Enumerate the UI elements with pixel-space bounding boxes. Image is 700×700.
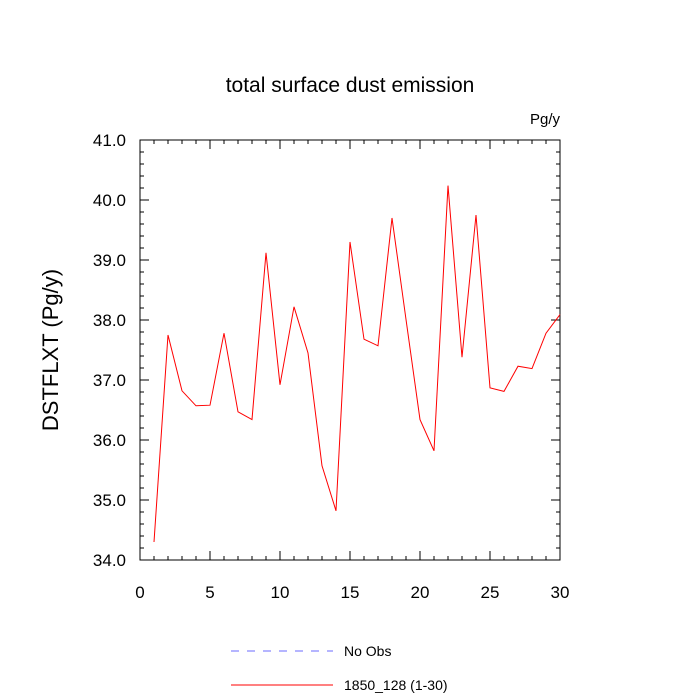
y-tick-label: 37.0 bbox=[93, 371, 126, 390]
y-axis-label: DSTFLXT (Pg/y) bbox=[38, 269, 63, 431]
legend: No Obs 1850_128 (1-30) bbox=[231, 643, 448, 693]
x-tick-label: 20 bbox=[411, 583, 430, 602]
y-tick-label: 38.0 bbox=[93, 311, 126, 330]
series-layer bbox=[153, 185, 561, 543]
y-tick-label: 36.0 bbox=[93, 431, 126, 450]
units-label: Pg/y bbox=[530, 111, 561, 128]
x-tick-label: 0 bbox=[135, 583, 144, 602]
y-tick-label: 41.0 bbox=[93, 131, 126, 150]
plot-frame bbox=[139, 139, 561, 561]
series-line bbox=[153, 185, 561, 543]
x-tick-label: 25 bbox=[481, 583, 500, 602]
x-tick-label: 30 bbox=[551, 583, 570, 602]
legend-label: 1850_128 (1-30) bbox=[344, 677, 448, 693]
axis-ticks bbox=[139, 139, 561, 561]
y-tick-label: 35.0 bbox=[93, 491, 126, 510]
y-tick-label: 40.0 bbox=[93, 191, 126, 210]
y-tick-label: 34.0 bbox=[93, 551, 126, 570]
x-tick-label: 5 bbox=[205, 583, 214, 602]
legend-label: No Obs bbox=[344, 643, 391, 659]
chart-title: total surface dust emission bbox=[226, 74, 475, 97]
y-tick-label: 39.0 bbox=[93, 251, 126, 270]
x-tick-label: 10 bbox=[271, 583, 290, 602]
axis-tick-labels: 0 5 10 15 20 25 30 34.0 35.0 36.0 37.0 38.0 39.0 40.0… bbox=[93, 131, 570, 602]
x-tick-label: 15 bbox=[341, 583, 360, 602]
